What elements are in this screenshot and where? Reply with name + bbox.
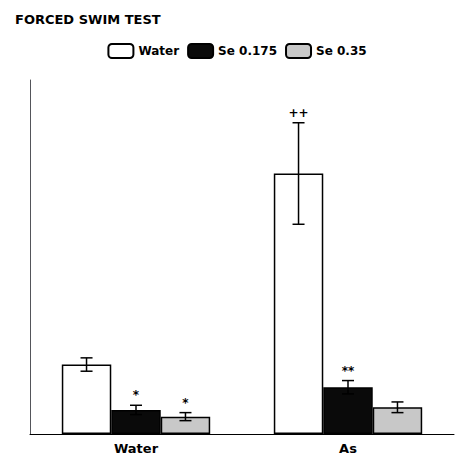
svg-text:*: *	[133, 388, 140, 402]
svg-text:Se 0.35: Se 0.35	[316, 44, 367, 58]
svg-text:Water: Water	[138, 44, 179, 58]
svg-text:As: As	[339, 441, 357, 456]
svg-text:Water: Water	[114, 441, 159, 456]
svg-text:Se 0.175: Se 0.175	[218, 44, 277, 58]
svg-text:++: ++	[288, 106, 308, 120]
svg-text:*: *	[182, 396, 189, 410]
svg-text:FORCED SWIM TEST: FORCED SWIM TEST	[15, 12, 161, 27]
svg-text:**: **	[342, 364, 355, 378]
